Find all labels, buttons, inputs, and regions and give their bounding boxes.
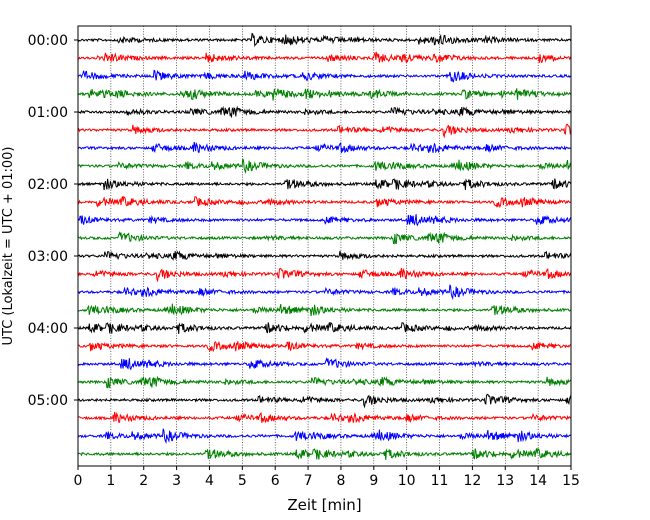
plot-frame xyxy=(77,25,572,467)
vertical-gridlines xyxy=(110,26,539,466)
trace-line xyxy=(77,178,572,191)
y-tick-label: 03:00 xyxy=(28,249,68,265)
trace-line xyxy=(77,250,572,261)
trace-line xyxy=(77,411,572,424)
x-tick-label: 4 xyxy=(205,473,214,489)
x-tick-label: 2 xyxy=(139,473,148,489)
x-tick-label: 3 xyxy=(172,473,181,489)
trace-line xyxy=(77,105,572,118)
trace-line xyxy=(77,284,571,301)
trace-line xyxy=(78,231,572,245)
x-tick-label: 10 xyxy=(398,473,416,489)
y-tick-label: 05:00 xyxy=(28,393,68,409)
trace-line xyxy=(77,123,572,139)
trace-line xyxy=(77,393,572,409)
trace-line xyxy=(77,303,572,317)
trace-line xyxy=(77,267,572,283)
x-tick-label: 5 xyxy=(238,473,247,489)
x-axis-ticks: 0 1 2 3 4 5 6 7 8 9 10 11 12 13 14 15 xyxy=(74,466,580,489)
trace-line xyxy=(77,214,572,227)
x-tick-label: 6 xyxy=(271,473,280,489)
y-tick-label: 00:00 xyxy=(28,33,68,49)
x-tick-label: 13 xyxy=(496,473,514,489)
trace-line xyxy=(77,340,572,353)
trace-line xyxy=(77,195,572,209)
trace-line xyxy=(77,158,572,175)
plot-area xyxy=(78,26,571,466)
y-axis-label: UTC (Lokalzeit = UTC + 01:00) xyxy=(1,147,16,346)
trace-line xyxy=(77,69,572,83)
trace-line xyxy=(77,375,572,389)
x-tick-label: 8 xyxy=(336,473,345,489)
x-tick-label: 9 xyxy=(369,473,378,489)
x-tick-label: 12 xyxy=(463,473,481,489)
trace-line xyxy=(77,321,572,334)
trace-line xyxy=(77,51,572,63)
y-tick-label: 02:00 xyxy=(28,177,68,193)
trace-line xyxy=(77,141,572,154)
x-tick-label: 11 xyxy=(431,473,449,489)
trace-line xyxy=(77,447,572,460)
x-tick-label: 0 xyxy=(74,473,83,489)
x-tick-label: 14 xyxy=(529,473,547,489)
trace-line xyxy=(77,357,572,371)
x-tick-label: 15 xyxy=(562,473,580,489)
trace-line xyxy=(77,428,572,445)
trace-line xyxy=(77,32,572,48)
y-tick-label: 04:00 xyxy=(28,321,68,337)
seismic-traces xyxy=(77,32,572,460)
y-tick-label: 01:00 xyxy=(28,105,68,121)
trace-line xyxy=(77,88,572,101)
x-tick-label: 1 xyxy=(106,473,115,489)
y-axis-ticks: 00:00 01:00 02:00 03:00 04:00 05:00 xyxy=(28,33,78,409)
x-tick-label: 7 xyxy=(304,473,313,489)
x-axis-label: Zeit [min] xyxy=(287,496,361,514)
